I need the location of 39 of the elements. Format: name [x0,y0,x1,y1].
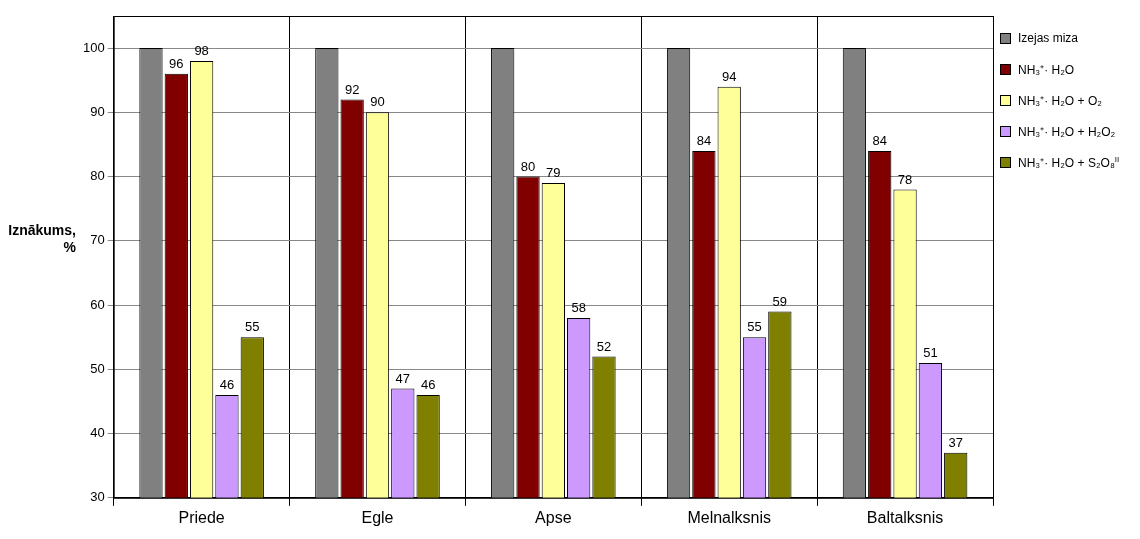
y-axis-title: Iznākums, % [7,222,76,256]
data-label: 80 [520,158,536,174]
data-label: 92 [344,81,360,97]
y-tick-label: 100 [82,39,105,55]
data-label: 52 [596,338,612,354]
data-label: 47 [395,370,411,386]
legend-label: NH₃⁺· H₂O + H₂O₂ [1018,123,1116,140]
data-label: 94 [721,68,737,84]
legend-label: Izejas miza [1018,31,1079,45]
legend-label: NH₃⁺· H₂O [1018,61,1075,78]
data-label: 84 [696,132,712,148]
x-tick-label: Egle [361,508,394,526]
y-tick-label: 30 [90,489,105,505]
data-label: 90 [370,94,385,110]
y-tick-label: 90 [90,103,105,119]
data-label: 37 [948,434,963,450]
data-label: 58 [571,300,586,316]
y-tick-label: 50 [90,360,105,376]
x-tick-label: Melnalksnis [687,508,771,526]
data-label: 46 [219,377,235,393]
data-label: 59 [772,293,788,309]
data-label: 96 [169,55,184,71]
y-tick-label: 40 [90,425,105,441]
data-label: 55 [747,319,762,335]
x-tick-label: Priede [178,508,225,526]
data-label: 98 [194,43,209,59]
x-tick-label: Baltalksnis [866,508,944,526]
data-label: 78 [897,171,913,187]
x-tick-label: Apse [535,508,572,526]
y-tick-label: 80 [90,168,105,184]
data-label: 79 [546,165,561,181]
y-tick-label: 70 [90,232,105,248]
data-label: 55 [245,319,260,335]
data-label: 51 [923,344,938,360]
legend-label: NH₃⁺· H₂O + S₂O₈$^{II}$ [1018,153,1120,171]
data-label: 84 [872,132,887,148]
legend-label: NH₃⁺· H₂O + O₂ [1018,92,1102,109]
y-tick-label: 60 [90,296,105,312]
data-label: 46 [420,377,436,393]
